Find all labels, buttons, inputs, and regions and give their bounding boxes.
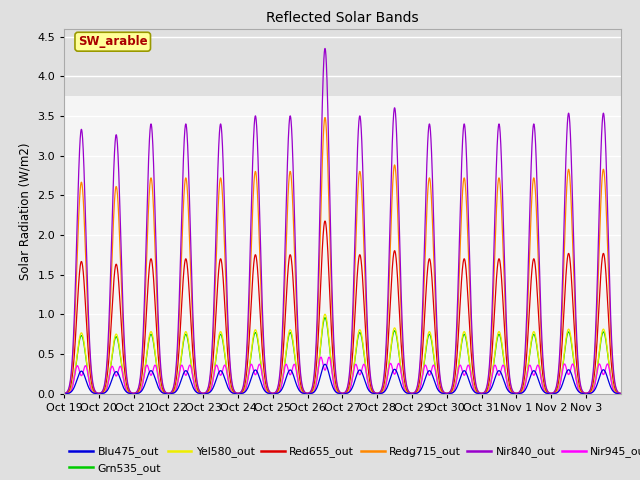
Title: Reflected Solar Bands: Reflected Solar Bands [266,11,419,25]
Legend: Blu475_out, Grn535_out, Yel580_out, Red655_out, Redg715_out, Nir840_out, Nir945_: Blu475_out, Grn535_out, Yel580_out, Red6… [69,446,640,474]
Text: SW_arable: SW_arable [78,35,148,48]
Bar [64,29,621,96]
Y-axis label: Solar Radiation (W/m2): Solar Radiation (W/m2) [19,143,31,280]
